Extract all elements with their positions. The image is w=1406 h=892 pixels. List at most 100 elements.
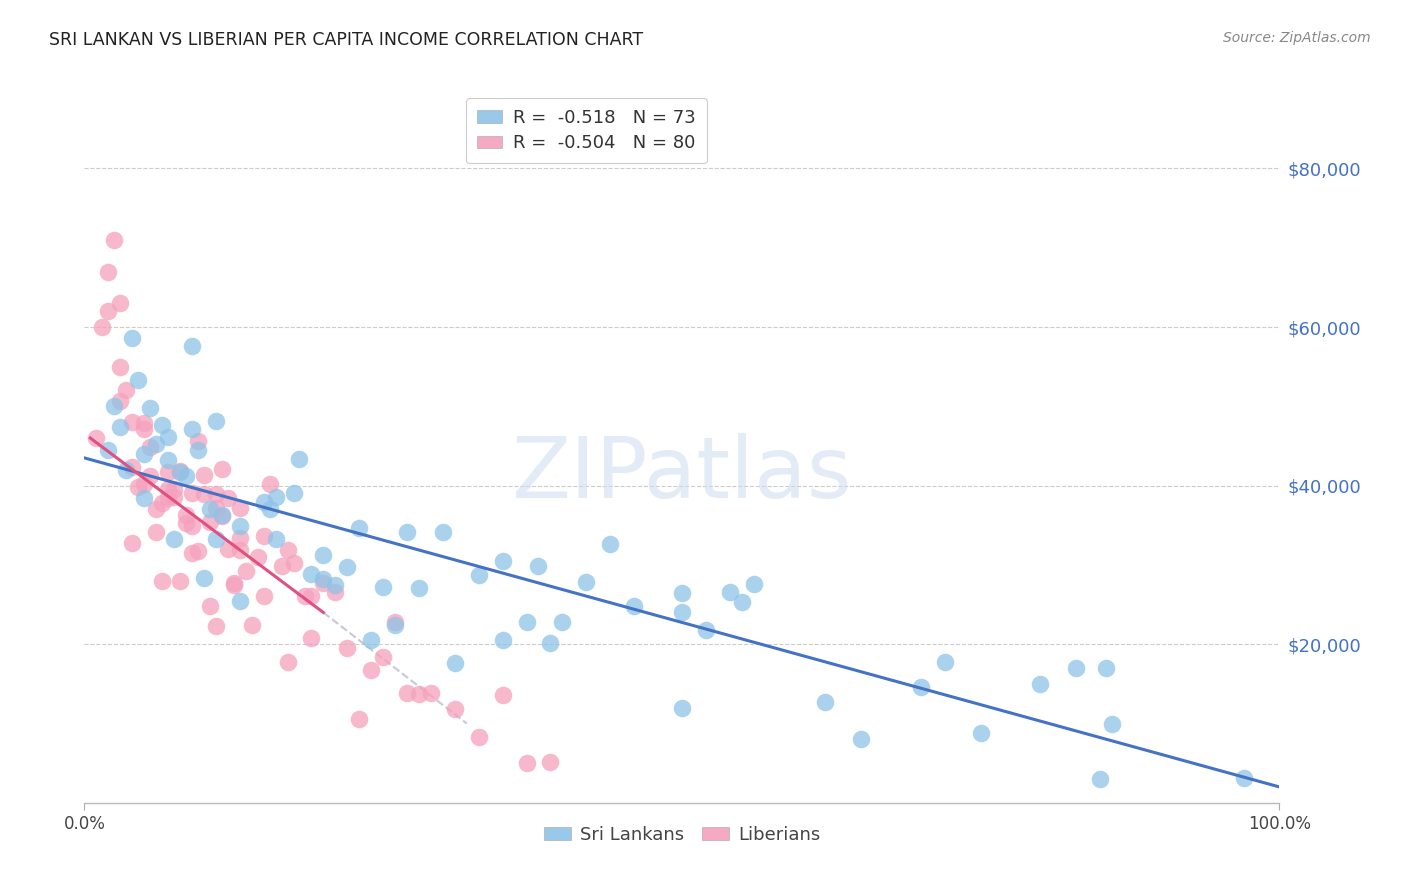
Point [492,553,515,567]
Point [97,264,120,278]
Point [115,463,138,477]
Point [205,414,228,428]
Point [127,373,149,387]
Point [217,491,239,506]
Point [934,655,956,669]
Point [671,586,693,600]
Point [910,680,932,694]
Point [145,501,167,516]
Point [277,656,299,670]
Point [110,296,132,310]
Point [132,447,156,461]
Point [145,437,167,451]
Point [229,501,252,516]
Point [121,415,143,429]
Point [468,568,491,582]
Point [157,466,180,480]
Point [86,431,108,445]
Point [575,574,598,589]
Point [150,417,173,432]
Text: SRI LANKAN VS LIBERIAN PER CAPITA INCOME CORRELATION CHART: SRI LANKAN VS LIBERIAN PER CAPITA INCOME… [49,31,644,49]
Point [420,686,443,700]
Point [169,465,191,479]
Point [110,359,132,374]
Point [325,585,347,599]
Point [731,595,754,609]
Point [283,556,305,570]
Point [516,615,538,629]
Point [301,631,323,645]
Point [336,559,359,574]
Point [551,615,574,630]
Point [169,464,191,478]
Text: ZIPatlas: ZIPatlas [512,433,852,516]
Point [540,755,562,769]
Point [294,589,316,603]
Point [360,633,382,648]
Point [174,508,197,523]
Point [150,574,173,588]
Point [444,702,467,716]
Point [187,443,209,458]
Point [139,440,162,454]
Point [211,508,233,522]
Point [1101,716,1123,731]
Point [671,700,693,714]
Point [132,422,156,436]
Point [181,421,204,435]
Point [516,756,538,771]
Point [205,532,228,546]
Point [229,542,252,557]
Point [193,571,215,585]
Point [222,575,245,590]
Point [336,641,359,656]
Point [277,542,299,557]
Point [121,331,143,345]
Point [115,384,138,398]
Point [384,615,406,630]
Point [174,468,197,483]
Point [157,482,180,496]
Point [240,617,263,632]
Point [157,430,180,444]
Point [312,575,335,590]
Point [198,599,221,613]
Point [814,695,837,709]
Point [492,633,515,648]
Point [217,541,239,556]
Point [174,516,197,531]
Legend: Sri Lankans, Liberians: Sri Lankans, Liberians [536,819,828,851]
Point [468,731,491,745]
Point [157,453,180,467]
Point [139,401,162,416]
Point [193,487,215,501]
Point [229,531,252,545]
Point [349,521,371,535]
Point [312,572,335,586]
Point [181,339,204,353]
Point [97,304,120,318]
Point [110,420,132,434]
Point [540,636,562,650]
Point [349,712,371,726]
Point [270,559,292,574]
Point [97,442,120,457]
Point [121,536,143,550]
Point [103,399,125,413]
Point [253,529,276,543]
Point [301,590,323,604]
Point [211,508,233,523]
Point [229,594,252,608]
Point [163,490,186,504]
Point [396,686,419,700]
Point [127,480,149,494]
Point [259,477,281,491]
Point [132,477,156,491]
Point [695,623,717,637]
Point [181,518,204,533]
Point [288,451,311,466]
Point [181,546,204,560]
Point [205,501,228,516]
Point [373,649,395,664]
Point [229,519,252,533]
